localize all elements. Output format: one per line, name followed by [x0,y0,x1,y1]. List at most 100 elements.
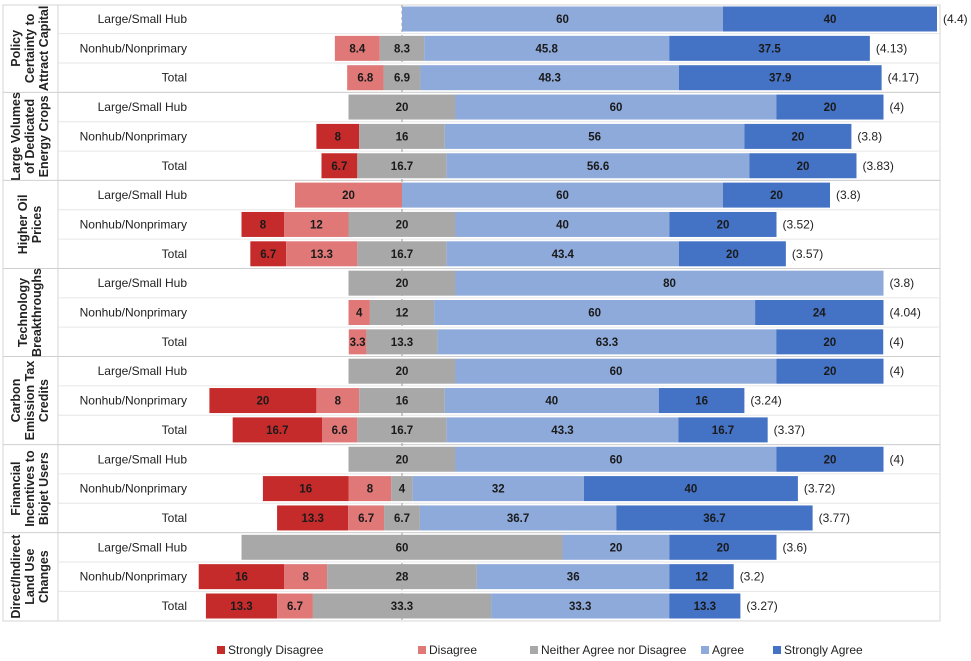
bars: 60 40 (4.4) 8.4 8.3 45.8 37.5 (4.13) 6.8 6.9 48.3 3… [198,6,968,619]
bar-segment-disagree [347,65,384,91]
data-label: 36.7 [703,513,725,525]
bar-segment-neither [366,329,438,355]
data-label: 6.7 [260,249,276,261]
bar-segment-agree [455,446,777,472]
data-label: 8 [367,484,374,496]
group-label-line: Prices [30,206,44,244]
bar-segment-agree [476,564,670,590]
legend-swatch-disagree [418,646,426,654]
bar-segment-strongly-agree [678,241,786,267]
data-label: 33.3 [569,601,591,613]
mean-score-label: (3.77) [819,511,850,525]
bar-segment-disagree [334,35,380,61]
data-label: 8 [335,131,342,143]
bar-segment-neither [391,476,413,502]
legend-swatch-neither [530,646,538,654]
bar-segment-strongly-agree [669,35,870,61]
bar-segment-disagree [284,211,349,237]
mean-score-label: (4.4) [943,12,968,26]
bar-segment-strongly-disagree [321,153,358,179]
row-labels: Large/Small Hub Nonhub/Nonprimary Total Lar… [80,12,188,613]
data-label: 12 [695,572,708,584]
data-label: 20 [824,454,837,466]
group-label-line: Credits [37,379,51,422]
group-label-line: Higher Oil [16,195,30,255]
row-label: Nonhub/Nonprimary [80,306,187,320]
data-label: 20 [797,161,810,173]
data-label: 8.3 [394,43,410,55]
data-label: 8 [260,219,267,231]
data-label: 16.7 [391,161,413,173]
bar-segment-agree [455,270,884,296]
data-label: 16.7 [391,425,413,437]
mean-score-label: (3.57) [792,247,823,261]
bar-segment-strongly-disagree [198,564,285,590]
data-label: 20 [824,366,837,378]
bar-segment-strongly-disagree [250,241,287,267]
data-label: 37.5 [758,43,781,55]
data-label: 20 [396,366,409,378]
plot-frame [2,4,941,622]
data-label: 6.7 [287,601,303,613]
bar-segment-agree [562,534,670,560]
data-label: 32 [492,484,505,496]
mean-score-label: (3.37) [774,423,805,437]
group-label-line: Changes [37,550,51,603]
row-label: Large/Small Hub [98,188,188,202]
group-label: FinancialIncentives toBiojet Users [9,450,51,527]
group-label-line: Direct/Indirect [9,534,23,619]
group-label-line: Technology [16,278,30,347]
group-label: Large Volumesof DedicatedEnergy Crops [9,92,51,181]
bar-segment-neither [348,94,456,120]
bar-segment-neither [369,300,435,325]
data-label: 36 [567,572,580,584]
data-label: 6.8 [357,73,374,85]
data-label: 60 [610,454,623,466]
bar-segment-strongly-agree [744,123,852,149]
data-label: 4 [399,484,406,496]
group-label: Direct/IndirectLand UseChanges [9,534,51,619]
bar-segment-neither [348,270,456,296]
bar-segment-strongly-agree [723,182,830,208]
row-label: Nonhub/Nonprimary [80,41,187,55]
mean-score-label: (4.17) [888,71,919,85]
bar-segment-strongly-disagree [232,417,323,443]
row-label: Total [162,247,187,261]
mean-score-label: (3.8) [857,129,882,143]
data-label: 60 [556,190,569,202]
bar-segment-neither [241,534,563,560]
legend-label-strongly-agree: Strongly Agree [784,643,863,657]
data-label: 20 [610,542,623,554]
data-label: 40 [545,396,558,408]
group-label-line: Land Use [23,548,37,604]
bar-segment-agree [491,593,670,619]
row-label: Total [162,511,187,525]
bar-segment-agree [455,358,777,384]
bar-segment-neither [384,505,420,531]
mean-score-label: (3.83) [862,159,893,173]
group-label-line: of Dedicated [23,99,37,174]
bar-segment-disagree [286,241,358,267]
group-label-line: Attract Capital [37,6,51,91]
bar-segment-strongly-agree [776,358,884,384]
data-label: 48.3 [538,73,560,85]
data-label: 20 [396,278,409,290]
data-label: 6.7 [331,161,347,173]
group-label-line: Financial [9,462,23,516]
bar-segment-agree [446,417,679,443]
row-label: Large/Small Hub [98,452,188,466]
data-label: 6.9 [394,73,410,85]
bar-segment-neither [379,35,425,61]
bar-segment-strongly-agree [723,6,937,32]
bar-segment-disagree [348,300,370,325]
bar-segment-agree [444,123,745,149]
data-label: 20 [792,131,805,143]
data-label: 56.6 [587,161,609,173]
data-label: 13.3 [694,601,716,613]
bar-segment-strongly-agree [616,505,813,531]
bar-segment-agree [446,153,750,179]
bar-segment-neither [348,446,456,472]
data-label: 12 [396,308,409,320]
bar-segment-strongly-disagree [262,476,349,502]
